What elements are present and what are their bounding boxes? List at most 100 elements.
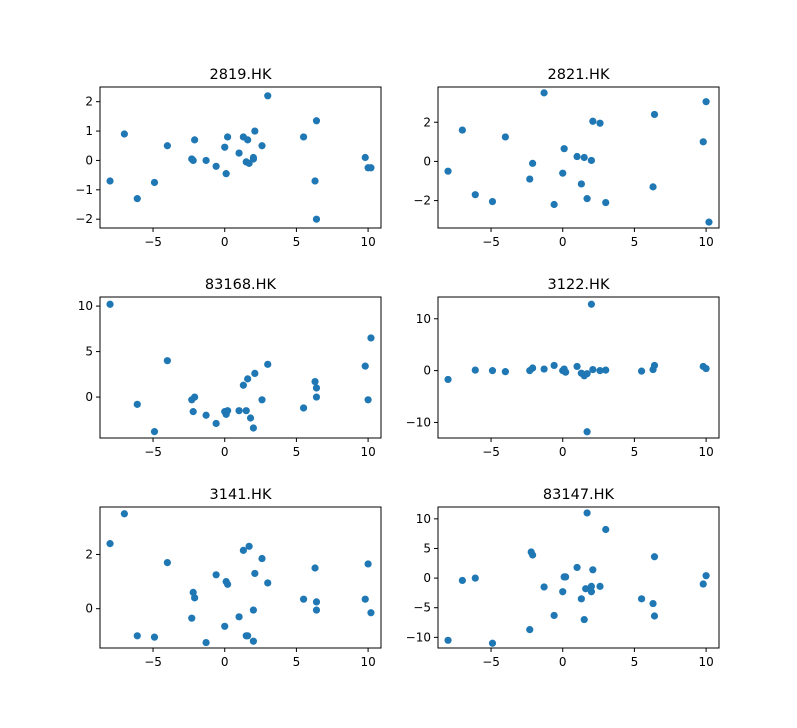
data-point bbox=[582, 585, 590, 593]
y-tick-label: 10 bbox=[416, 312, 431, 326]
data-point bbox=[202, 638, 210, 647]
data-point bbox=[242, 407, 250, 415]
x-tick-label: −5 bbox=[482, 445, 500, 459]
data-point bbox=[560, 145, 568, 153]
data-point bbox=[191, 136, 199, 144]
data-point bbox=[587, 156, 596, 165]
plot-frame bbox=[99, 296, 382, 439]
data-point bbox=[637, 595, 646, 603]
data-point bbox=[249, 153, 257, 162]
y-tick-label: 0 bbox=[85, 390, 93, 404]
data-point bbox=[311, 564, 319, 572]
data-point bbox=[264, 579, 272, 587]
data-point bbox=[458, 576, 466, 585]
plot-frame bbox=[437, 506, 720, 649]
data-point bbox=[589, 117, 597, 125]
data-point bbox=[602, 366, 610, 374]
data-point bbox=[488, 367, 497, 375]
data-point bbox=[312, 606, 321, 614]
data-point bbox=[245, 159, 253, 167]
data-point bbox=[244, 136, 252, 144]
data-point bbox=[540, 365, 548, 373]
data-point bbox=[702, 364, 710, 373]
y-tick-label: −2 bbox=[75, 212, 93, 226]
data-point bbox=[202, 156, 210, 165]
data-point bbox=[202, 411, 210, 419]
data-point bbox=[163, 558, 171, 567]
data-point bbox=[163, 142, 171, 150]
data-point bbox=[587, 300, 596, 308]
subplot-title: 83168.HK bbox=[205, 277, 277, 293]
data-point bbox=[577, 595, 585, 603]
data-point bbox=[529, 551, 537, 559]
y-tick-label: 1 bbox=[85, 124, 93, 138]
data-point bbox=[120, 130, 128, 138]
y-tick-label: −10 bbox=[406, 630, 431, 644]
data-point bbox=[249, 637, 257, 645]
data-point bbox=[602, 525, 610, 534]
data-point bbox=[650, 361, 659, 370]
data-point bbox=[106, 177, 114, 185]
y-tick-label: −1 bbox=[75, 183, 93, 197]
data-point bbox=[602, 198, 610, 207]
data-point bbox=[244, 375, 252, 383]
subplot-2: 2821.HK −5 0 5 10 −2 0 2 bbox=[413, 67, 720, 249]
data-point bbox=[702, 572, 710, 580]
x-tick-label: 10 bbox=[360, 655, 375, 669]
data-point bbox=[224, 580, 232, 588]
data-point bbox=[367, 164, 375, 172]
data-point bbox=[244, 632, 252, 640]
data-point bbox=[589, 566, 597, 574]
y-tick-label: −2 bbox=[413, 194, 431, 208]
data-point bbox=[573, 563, 581, 572]
data-point bbox=[562, 573, 570, 581]
data-point bbox=[550, 200, 558, 209]
data-point bbox=[239, 381, 247, 389]
x-tick-label: 5 bbox=[631, 445, 639, 459]
x-tick-label: 5 bbox=[631, 655, 639, 669]
data-point bbox=[529, 159, 537, 167]
data-point bbox=[540, 89, 548, 97]
data-point bbox=[299, 133, 308, 141]
y-tick-label: 2 bbox=[85, 95, 93, 109]
data-point bbox=[251, 369, 259, 378]
data-point bbox=[364, 560, 372, 568]
data-point bbox=[312, 384, 321, 392]
y-tick-label: 0 bbox=[85, 153, 93, 167]
data-point bbox=[583, 370, 591, 378]
data-point bbox=[583, 195, 591, 203]
data-point bbox=[458, 126, 466, 134]
x-tick-label: −5 bbox=[144, 655, 162, 669]
data-point bbox=[189, 588, 197, 597]
data-point bbox=[699, 138, 707, 146]
data-point bbox=[361, 595, 369, 603]
x-tick-label: 5 bbox=[293, 445, 301, 459]
subplot-title: 2819.HK bbox=[210, 67, 272, 83]
data-point bbox=[249, 424, 257, 432]
data-point bbox=[649, 183, 657, 191]
data-point bbox=[444, 636, 452, 644]
data-point bbox=[258, 396, 266, 404]
data-point bbox=[312, 598, 321, 606]
x-tick-label: 10 bbox=[698, 235, 713, 249]
data-point bbox=[361, 362, 369, 370]
data-point bbox=[637, 367, 646, 375]
data-point bbox=[311, 177, 319, 185]
data-point bbox=[444, 375, 452, 384]
subplot-title: 3141.HK bbox=[210, 487, 272, 503]
data-point bbox=[246, 414, 255, 422]
data-point bbox=[150, 178, 159, 187]
x-tick-label: 0 bbox=[221, 445, 229, 459]
data-point bbox=[299, 404, 308, 412]
data-point bbox=[583, 509, 591, 517]
data-point bbox=[361, 153, 369, 162]
data-point bbox=[367, 334, 375, 342]
data-point bbox=[577, 180, 585, 188]
y-tick-label: 0 bbox=[423, 571, 431, 585]
y-tick-label: 10 bbox=[416, 512, 431, 526]
data-point bbox=[471, 191, 479, 199]
data-point bbox=[596, 119, 604, 127]
data-point bbox=[212, 419, 220, 428]
data-point bbox=[245, 542, 253, 550]
x-tick-label: −5 bbox=[482, 235, 500, 249]
